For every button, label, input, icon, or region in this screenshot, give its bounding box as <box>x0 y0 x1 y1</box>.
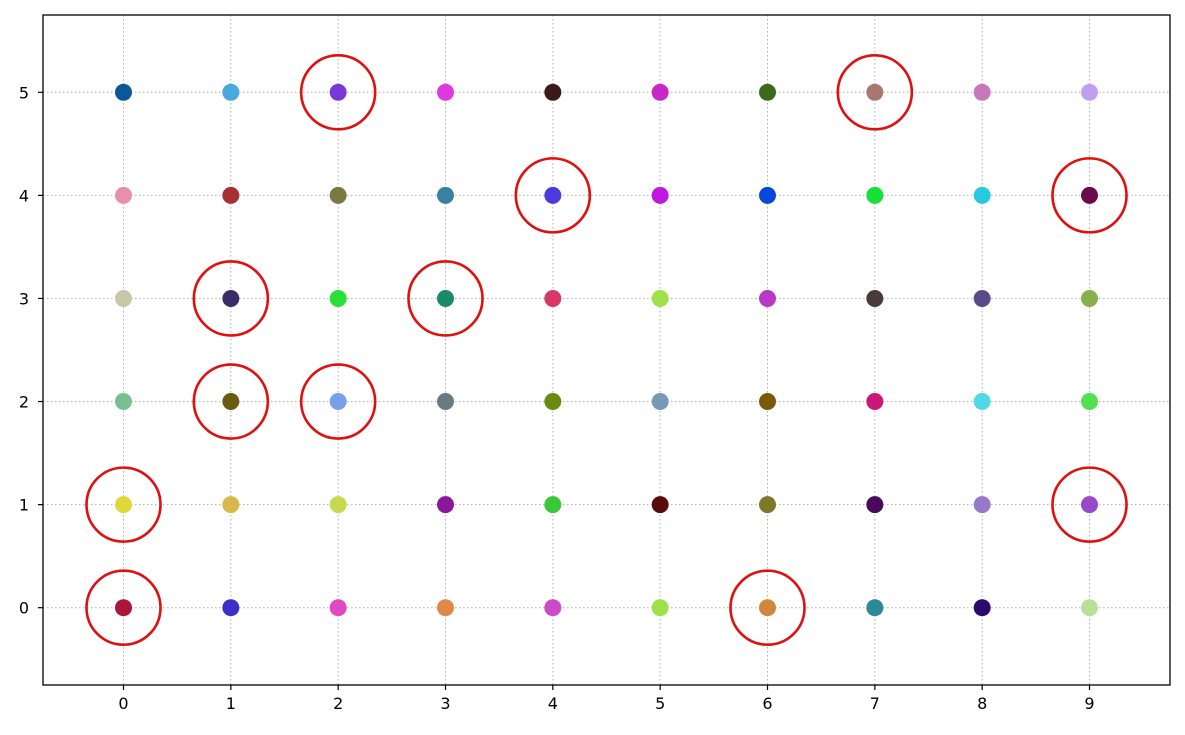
data-point <box>651 393 669 411</box>
data-point <box>759 83 776 101</box>
data-point <box>329 599 347 617</box>
data-point <box>759 496 776 514</box>
data-point <box>437 186 454 204</box>
data-point <box>437 599 454 617</box>
data-point <box>759 599 776 617</box>
data-point <box>222 289 240 307</box>
highlight-circle <box>299 363 377 440</box>
data-point <box>115 83 132 101</box>
data-point <box>1081 393 1098 411</box>
data-point <box>544 599 562 617</box>
highlight-circles <box>85 54 1128 646</box>
highlight-circle <box>1051 466 1128 543</box>
data-point <box>866 496 884 514</box>
data-point <box>222 496 240 514</box>
y-tick-label: 3 <box>19 289 29 308</box>
y-tick-label: 4 <box>19 186 29 205</box>
data-point <box>973 289 991 307</box>
data-point <box>222 186 240 204</box>
x-tick-label: 9 <box>1084 694 1094 713</box>
data-point <box>437 83 454 101</box>
highlight-circle <box>407 260 484 337</box>
data-point <box>544 83 562 101</box>
data-point <box>437 393 454 411</box>
data-point <box>329 186 347 204</box>
data-point <box>651 83 669 101</box>
highlight-circle <box>729 569 806 646</box>
data-point <box>1081 599 1098 617</box>
y-tick-label: 5 <box>19 83 29 102</box>
data-point <box>115 186 132 204</box>
data-point <box>651 289 669 307</box>
data-point <box>651 599 669 617</box>
x-tick-label: 4 <box>548 694 558 713</box>
data-point <box>222 599 240 617</box>
data-point <box>222 83 240 101</box>
x-tick-label: 7 <box>870 694 880 713</box>
data-point <box>651 186 669 204</box>
data-point <box>544 289 562 307</box>
data-point <box>866 186 884 204</box>
plot-frame <box>42 14 1171 686</box>
highlight-circle <box>299 54 377 131</box>
highlight-circle <box>85 466 162 543</box>
data-point <box>973 599 991 617</box>
data-point <box>329 496 347 514</box>
x-tick-label: 5 <box>655 694 665 713</box>
data-point <box>437 289 454 307</box>
data-point <box>866 599 884 617</box>
x-tick-label: 1 <box>226 694 236 713</box>
data-point <box>759 393 776 411</box>
highlight-circle <box>1051 157 1128 234</box>
data-point <box>222 393 240 411</box>
x-tick-label: 2 <box>333 694 343 713</box>
data-point <box>544 186 562 204</box>
y-tick-label: 2 <box>19 393 29 412</box>
highlight-circle <box>85 569 162 646</box>
highlight-circle <box>192 363 270 440</box>
data-point <box>866 83 884 101</box>
data-point <box>115 496 132 514</box>
data-point <box>759 186 776 204</box>
x-tick-label: 8 <box>977 694 987 713</box>
axes: 0 1 2 3 4 5 6 7 8 9 0 1 2 3 4 5 <box>19 83 1095 713</box>
data-point <box>329 83 347 101</box>
data-point <box>866 289 884 307</box>
data-point <box>973 83 991 101</box>
y-tick-label: 1 <box>19 496 29 515</box>
x-tick-label: 3 <box>440 694 450 713</box>
data-point <box>115 393 132 411</box>
data-point <box>544 496 562 514</box>
data-point <box>973 496 991 514</box>
data-point <box>544 393 562 411</box>
highlight-circle <box>836 54 914 131</box>
data-point <box>651 496 669 514</box>
y-tick-label: 0 <box>19 599 29 618</box>
data-point <box>1081 83 1098 101</box>
data-point <box>759 289 776 307</box>
data-point <box>115 599 132 617</box>
x-tick-label: 0 <box>118 694 128 713</box>
data-point <box>973 186 991 204</box>
data-point <box>1081 496 1098 514</box>
data-point <box>1081 289 1098 307</box>
data-point <box>866 393 884 411</box>
highlight-circle <box>514 157 592 234</box>
data-point <box>973 393 991 411</box>
data-point <box>115 289 132 307</box>
data-point <box>329 289 347 307</box>
x-tick-label: 6 <box>762 694 772 713</box>
highlight-circle <box>192 260 270 337</box>
data-point <box>437 496 454 514</box>
data-point <box>329 393 347 411</box>
data-points <box>115 83 1098 617</box>
data-point <box>1081 186 1098 204</box>
